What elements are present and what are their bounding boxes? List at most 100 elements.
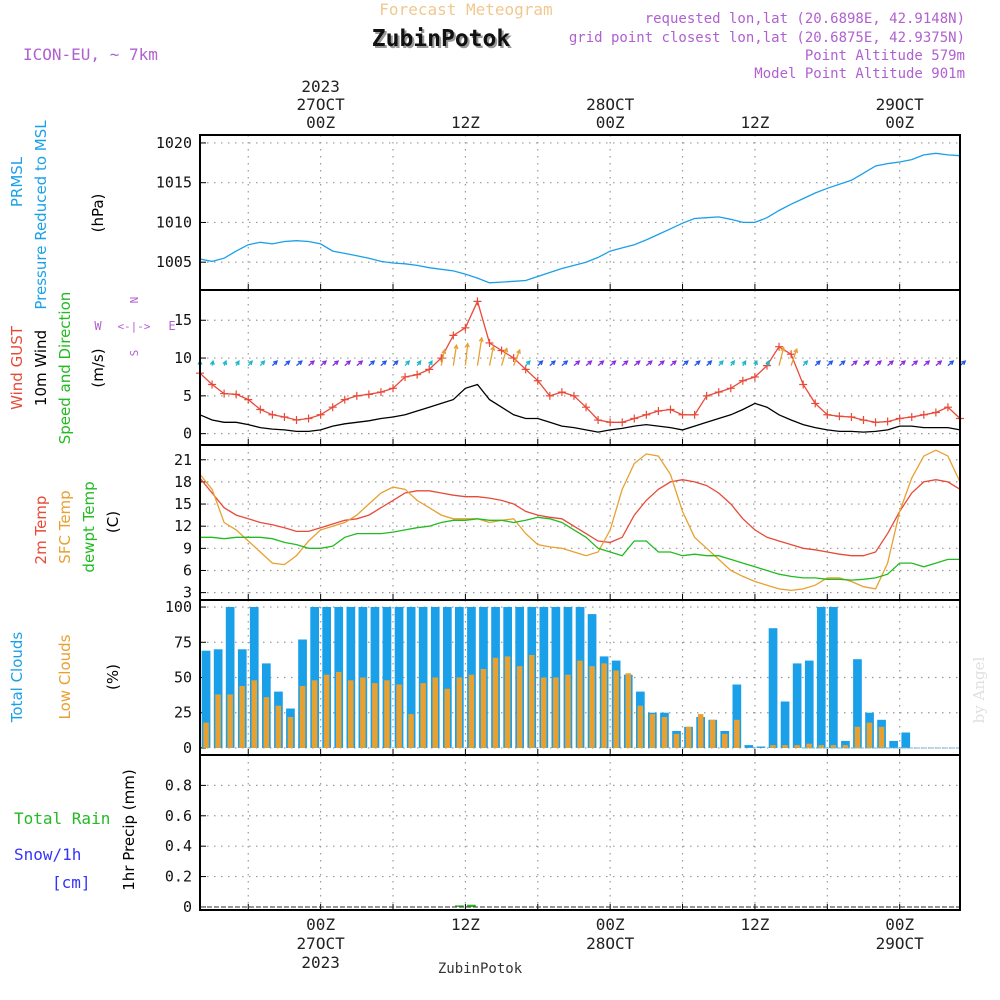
top-tick-label: 12Z — [451, 113, 480, 132]
y-tick-label: 18 — [174, 473, 192, 491]
gust-marker — [208, 380, 217, 389]
wind-arrow-head — [961, 360, 967, 366]
bar-low-clouds — [661, 717, 668, 748]
gust-marker — [533, 376, 542, 385]
panel-clouds: 0 25 50 75 100 — [165, 598, 961, 757]
wind-arrow-head — [815, 360, 821, 366]
bar-low-clouds — [516, 666, 523, 748]
wind-arrow — [899, 360, 907, 367]
bar-low-clouds — [456, 677, 463, 748]
gust-marker — [678, 410, 687, 419]
wind-arrow-shaft — [464, 343, 469, 366]
wind-arrow — [488, 345, 496, 366]
wind-compass: W <-|-> E N S — [94, 297, 175, 357]
y-tick-label: 1020 — [156, 134, 192, 152]
wind-arrow-head — [587, 360, 593, 366]
top-tick-label: 2023 — [301, 77, 340, 96]
gust-marker — [449, 331, 458, 340]
wind-arrow-head — [490, 345, 496, 351]
pressure-label-unit: (hPa) — [89, 194, 107, 233]
wind-arrow-head — [321, 360, 328, 366]
gust-marker — [907, 413, 916, 422]
top-tick-label: 29OCT — [876, 95, 925, 114]
wind-arrow-head — [659, 360, 665, 366]
top-tick-label: 00Z — [306, 113, 335, 132]
wind-arrow-head — [273, 360, 279, 366]
gust-marker — [461, 323, 470, 332]
bar-low-clouds — [529, 655, 535, 748]
bar-total-clouds — [249, 607, 259, 748]
gust-marker — [726, 384, 735, 393]
temp-label-unit: (C) — [104, 511, 122, 533]
bottom-tick-label: 12Z — [451, 915, 480, 934]
gust-marker — [473, 297, 482, 306]
gust-marker — [750, 372, 759, 381]
y-tick-label: 15 — [174, 495, 192, 513]
bar-low-clouds — [722, 733, 728, 748]
gust-marker — [545, 391, 554, 400]
gust-marker — [292, 416, 301, 425]
wind-arrow-head — [346, 360, 352, 366]
watermark: by Angel — [970, 656, 988, 723]
panel-frame — [199, 134, 961, 291]
wind-arrow — [670, 360, 677, 367]
wind-arrow-shaft — [778, 347, 785, 366]
top-tick-label: 00Z — [596, 113, 625, 132]
bar-low-clouds — [553, 677, 559, 748]
gust-marker — [582, 403, 591, 412]
bar-total-clouds — [418, 607, 428, 748]
wind-arrow-head — [611, 360, 617, 366]
bar-low-clouds — [251, 680, 257, 748]
wind-arrow-head — [525, 360, 531, 366]
wind-arrow — [440, 348, 447, 366]
bottom-tick-label: 00Z — [885, 915, 914, 934]
bar-total-rain — [467, 904, 476, 907]
wind-arrow-head — [516, 348, 521, 355]
bar-low-clouds — [311, 680, 318, 748]
gust-marker — [618, 418, 627, 427]
gust-marker — [485, 338, 494, 347]
bar-low-clouds — [323, 674, 330, 748]
wind-arrow-shaft — [513, 349, 521, 366]
series-line-sfc-temp — [199, 449, 961, 592]
wind-arrow — [247, 360, 253, 367]
bar-low-clouds — [685, 726, 692, 748]
compass-east: E — [168, 319, 175, 333]
y-tick-label: 5 — [183, 387, 192, 405]
y-tick-label: 1015 — [156, 174, 192, 192]
bar-low-clouds — [444, 688, 450, 748]
wind-arrow-head — [913, 360, 919, 366]
wind-arrow — [947, 360, 955, 367]
y-tick-label: 12 — [174, 517, 192, 535]
bar-low-clouds — [806, 743, 812, 748]
wind-arrow — [706, 360, 713, 367]
wind-arrow — [222, 359, 228, 366]
wind-arrow-head — [370, 360, 376, 366]
wind-arrow-head — [828, 360, 834, 366]
gust-marker — [895, 414, 904, 423]
y-tick-label: 0.6 — [165, 807, 192, 825]
wind-arrow-head — [381, 360, 388, 366]
y-tick-label: 0.4 — [165, 837, 192, 855]
wind-arrow-head — [285, 360, 291, 366]
wind-arrow — [753, 359, 758, 366]
wind-arrow-head — [563, 360, 569, 366]
wind-arrow — [597, 360, 605, 367]
bar-low-clouds — [299, 686, 306, 748]
wind-arrow — [887, 360, 894, 367]
wind-arrow-head — [793, 347, 799, 354]
wind-arrow-head — [575, 360, 581, 366]
wind-arrow-head — [647, 360, 653, 366]
model-label: ICON-EU, ~ 7km — [23, 45, 158, 64]
gust-marker — [666, 405, 675, 414]
series-line-10m-wind — [199, 383, 961, 433]
bar-low-clouds — [420, 683, 426, 748]
bar-total-clouds — [829, 607, 838, 748]
gust-marker — [919, 410, 928, 419]
y-tick-label: 10 — [174, 349, 192, 367]
bar-total-clouds — [853, 659, 862, 748]
y-tick-label: 0 — [183, 739, 192, 757]
y-tick-label: 50 — [174, 669, 192, 687]
panel-frame — [199, 444, 961, 601]
bar-total-clouds — [382, 607, 392, 748]
